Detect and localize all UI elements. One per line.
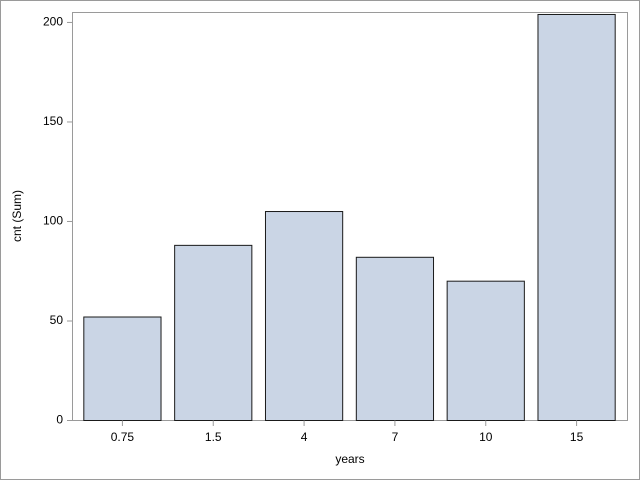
bar <box>83 316 162 422</box>
x-tick-label: 7 <box>392 430 399 444</box>
x-tick-label: 1.5 <box>205 430 222 444</box>
y-axis-label: cnt (Sum) <box>10 190 24 242</box>
bar <box>537 13 616 422</box>
x-tick-label: 0.75 <box>111 430 135 444</box>
x-axis-label: years <box>335 452 364 466</box>
plot-frame <box>72 12 628 421</box>
bar <box>446 280 525 421</box>
y-tick-label: 100 <box>43 214 63 228</box>
x-tick-label: 15 <box>570 430 584 444</box>
x-tick-label: 10 <box>479 430 493 444</box>
y-tick-label: 50 <box>50 313 64 327</box>
bar <box>174 244 253 421</box>
bar <box>355 256 435 421</box>
bar <box>264 211 344 421</box>
y-tick-label: 200 <box>43 15 63 29</box>
y-tick-label: 150 <box>43 114 63 128</box>
x-tick-label: 4 <box>301 430 308 444</box>
y-tick-label: 0 <box>56 413 63 427</box>
